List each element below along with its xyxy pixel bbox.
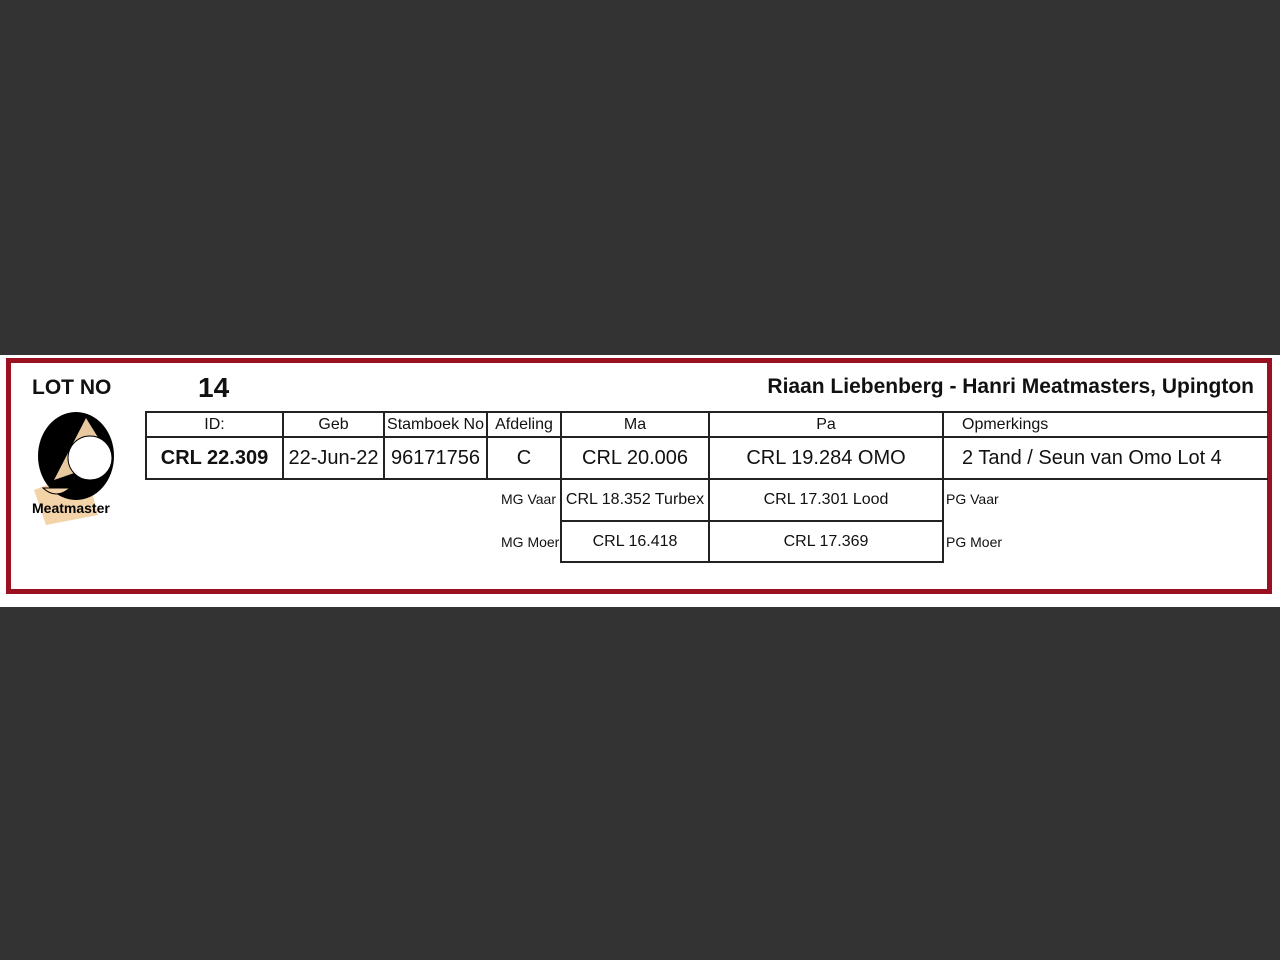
pg-vaar: CRL 17.301 Lood: [708, 478, 944, 522]
pg-moer: CRL 17.369: [708, 520, 944, 563]
dam: CRL 20.006: [560, 436, 710, 480]
mg-vaar: CRL 18.352 Turbex: [560, 478, 710, 522]
sire: CRL 19.284 OMO: [708, 436, 944, 480]
header-geb: Geb: [282, 411, 385, 438]
birth-date: 22-Jun-22: [282, 436, 385, 480]
remarks: 2 Tand / Seun van Omo Lot 4: [942, 436, 1268, 480]
lot-card-frame: [6, 358, 1272, 594]
meatmaster-logo: Meatmaster: [28, 410, 118, 525]
header-opmerkings: Opmerkings: [942, 411, 1268, 438]
mg-moer: CRL 16.418: [560, 520, 710, 563]
header-afdeling: Afdeling: [486, 411, 562, 438]
mg-moer-label: MG Moer: [501, 534, 560, 550]
header-pa: Pa: [708, 411, 944, 438]
header-ma: Ma: [560, 411, 710, 438]
lot-label: LOT NO: [32, 376, 112, 399]
mg-vaar-label: MG Vaar: [501, 491, 556, 507]
lot-number: 14: [198, 372, 230, 403]
header-stamboek: Stamboek No: [383, 411, 488, 438]
pg-moer-label: PG Moer: [946, 534, 1003, 550]
pg-vaar-label: PG Vaar: [946, 491, 999, 507]
logo-text: Meatmaster: [32, 500, 110, 516]
animal-id: CRL 22.309: [145, 436, 284, 480]
seller-name: Riaan Liebenberg - Hanri Meatmasters, Up…: [767, 375, 1254, 398]
stamboek-number: 96171756: [383, 436, 488, 480]
afdeling: C: [486, 436, 562, 480]
header-id: ID:: [145, 411, 284, 438]
